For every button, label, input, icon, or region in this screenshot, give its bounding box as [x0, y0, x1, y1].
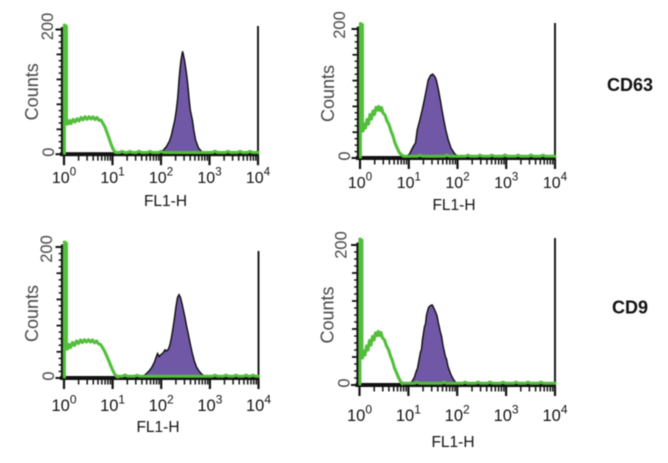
svg-text:0: 0 — [40, 148, 58, 157]
svg-text:Counts: Counts — [22, 285, 42, 342]
svg-text:Counts: Counts — [318, 65, 338, 122]
svg-text:200: 200 — [333, 231, 351, 259]
svg-text:FL1-H: FL1-H — [431, 434, 474, 451]
svg-text:CD9: CD9 — [612, 298, 648, 318]
svg-text:FL1-H: FL1-H — [136, 419, 179, 436]
svg-text:0: 0 — [336, 378, 354, 387]
svg-text:FL1-H: FL1-H — [144, 193, 187, 210]
svg-text:0: 0 — [40, 371, 58, 380]
svg-text:0: 0 — [336, 151, 354, 160]
svg-text:Counts: Counts — [318, 286, 338, 343]
svg-text:200: 200 — [39, 13, 57, 41]
svg-text:FL1-H: FL1-H — [432, 197, 475, 214]
svg-text:CD63: CD63 — [607, 75, 653, 95]
svg-text:Counts: Counts — [22, 63, 42, 120]
svg-text:200: 200 — [331, 11, 349, 39]
svg-text:200: 200 — [38, 235, 56, 263]
